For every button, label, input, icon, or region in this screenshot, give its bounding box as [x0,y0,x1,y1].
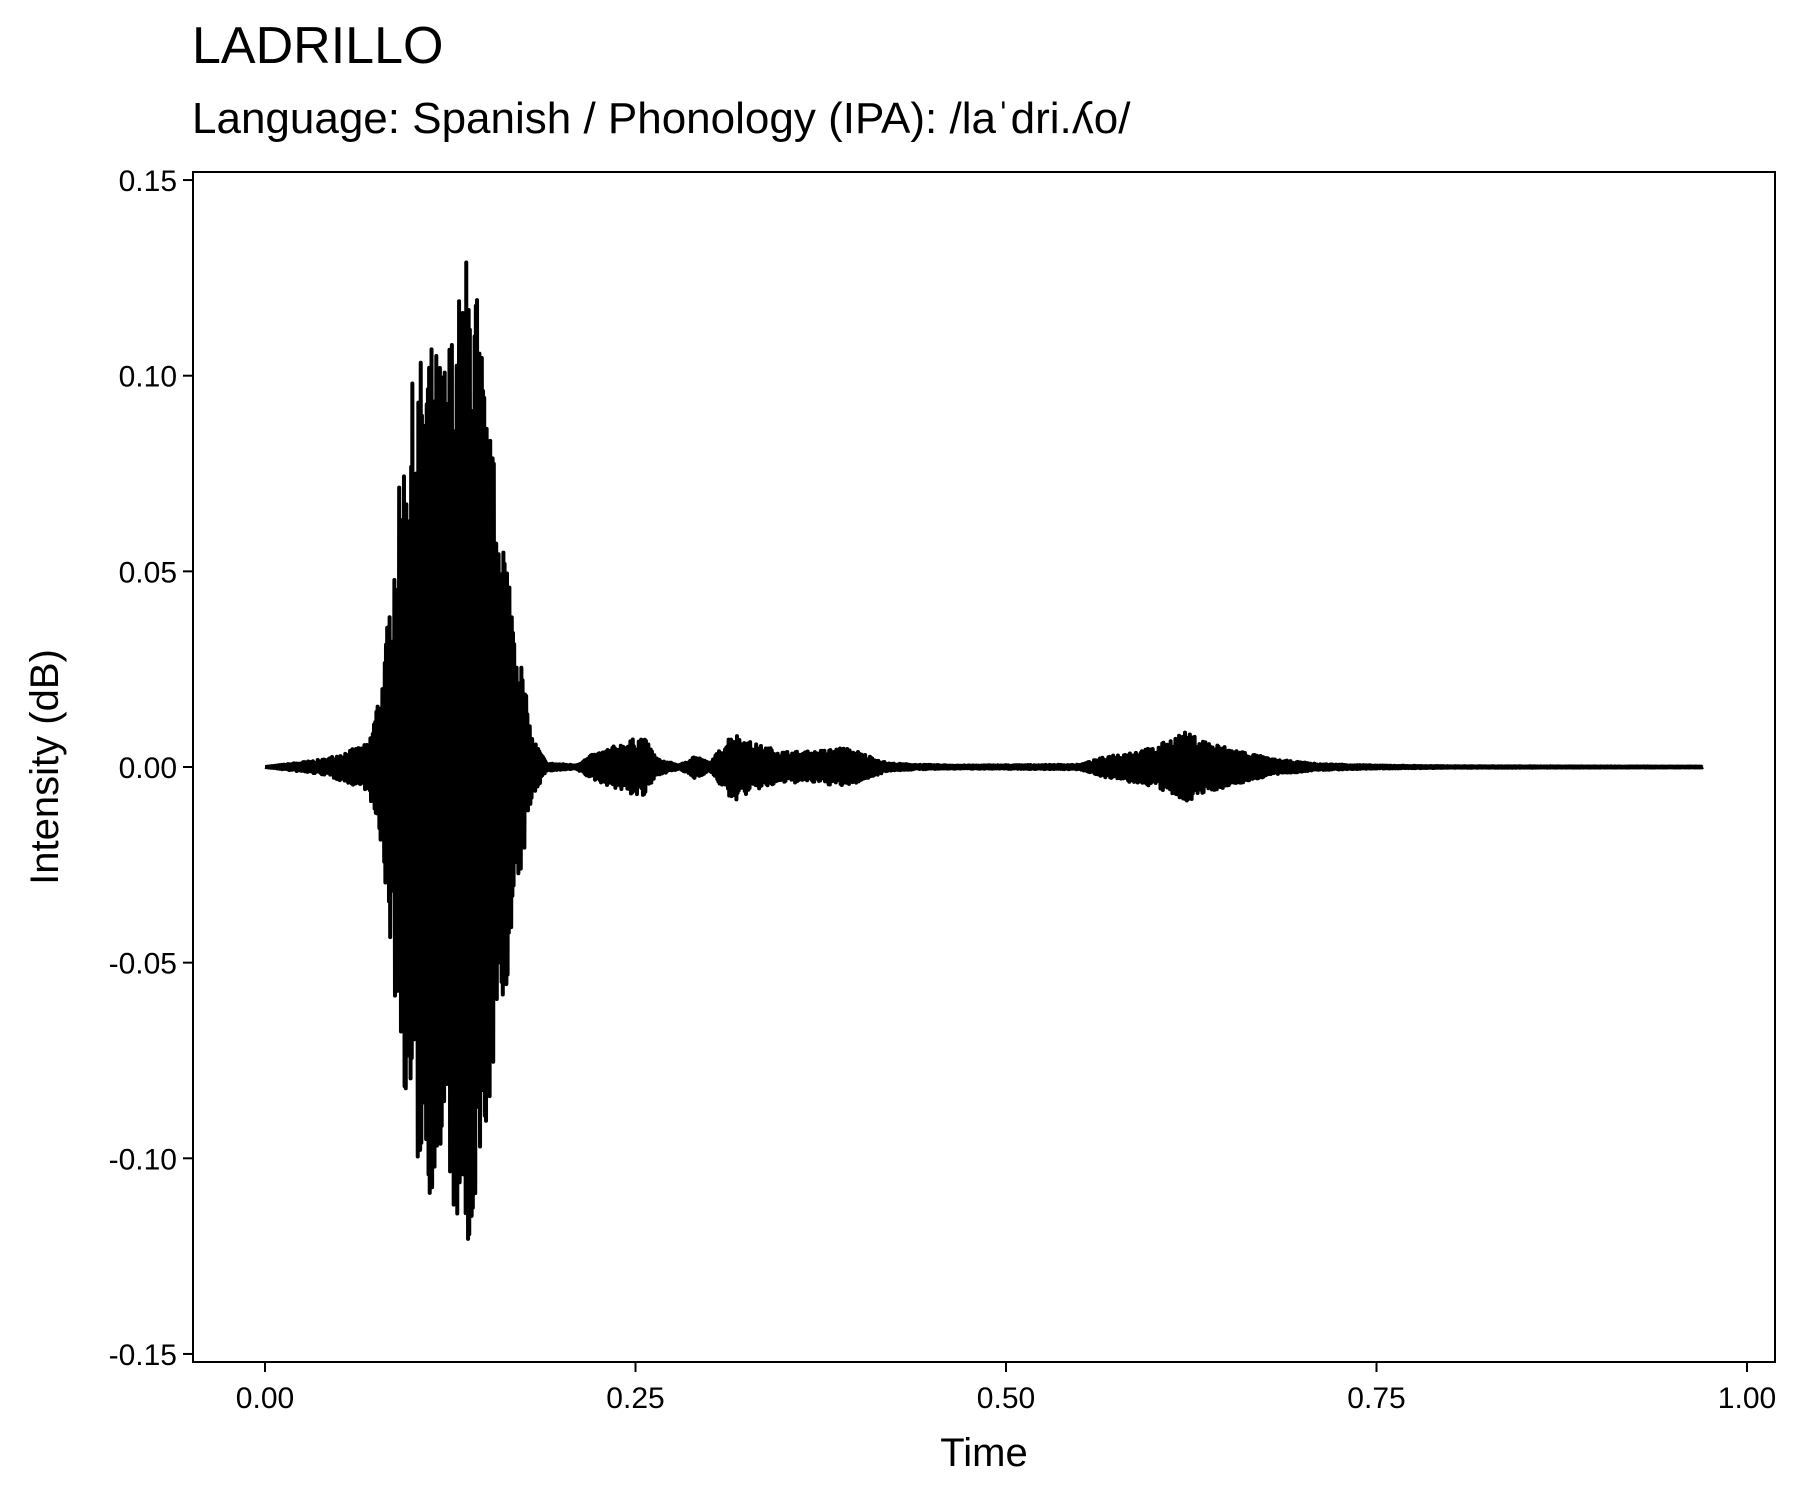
x-tick-label: 0.00 [236,1382,294,1415]
y-tick-label: -0.15 [109,1339,177,1372]
plot-layer [263,260,1705,1241]
chart-title: LADRILLO [192,17,444,75]
x-axis-title: Time [940,1431,1027,1475]
y-tick-label: -0.10 [109,1143,177,1176]
x-tick-label: 1.00 [1718,1382,1776,1415]
y-tick-label: 0.00 [119,752,177,785]
y-tick-label: 0.10 [119,361,177,394]
x-tick-label: 0.25 [606,1382,664,1415]
y-axis: 0.15 0.10 0.05 0.00 -0.05 -0.10 -0.15 [109,165,193,1372]
x-tick-label: 0.75 [1347,1382,1405,1415]
y-tick-label: -0.05 [109,948,177,981]
chart-subtitle: Language: Spanish / Phonology (IPA): /la… [192,94,1131,143]
y-axis-title: Intensity (dB) [23,649,67,885]
waveform-line [263,260,1705,1241]
x-axis: 0.00 0.25 0.50 0.75 1.00 [236,1362,1776,1415]
x-tick-label: 0.50 [977,1382,1035,1415]
y-tick-label: 0.05 [119,556,177,589]
y-tick-label: 0.15 [119,165,177,198]
